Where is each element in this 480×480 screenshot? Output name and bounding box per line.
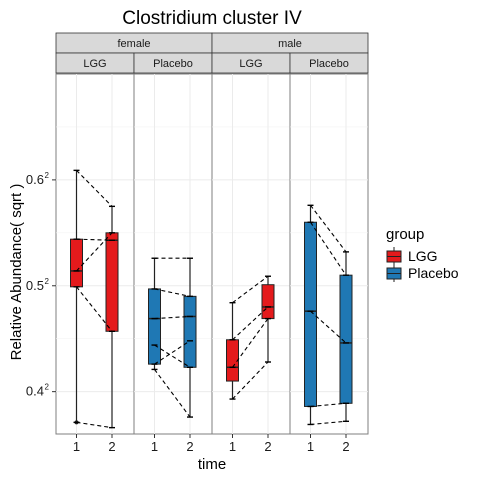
x-tick-label: 2	[264, 439, 271, 454]
panel-background	[133, 73, 213, 435]
box-iqr	[304, 221, 317, 407]
legend-label-Placebo: Placebo	[408, 265, 459, 281]
y-axis: 0.4 20.5 20.6 2	[26, 171, 56, 399]
paired-line	[310, 402, 347, 408]
paired-line	[232, 275, 269, 304]
x-tick-label: 2	[342, 439, 349, 454]
strip-male-Placebo	[289, 52, 369, 74]
paired-line	[310, 420, 347, 426]
paired-lines	[307, 204, 349, 426]
paired-line	[232, 361, 269, 400]
box-iqr	[226, 339, 239, 382]
y-tick-label: 0.6	[26, 172, 44, 187]
x-tick-label: 2	[186, 439, 193, 454]
box-iqr	[105, 232, 119, 332]
x-tick-label: 2	[108, 439, 115, 454]
paired-line	[76, 286, 113, 332]
y-tick-label: 0.5	[26, 278, 44, 293]
x-axis-title: time	[198, 456, 226, 473]
facet-panels: female male LGG Placebo LGG Placebo	[55, 32, 369, 435]
y-tick-exponent: 2	[45, 383, 50, 392]
strip-label-LGG: LGG	[83, 58, 106, 70]
strip-label-Placebo: Placebo	[309, 58, 349, 70]
strip-label-LGG: LGG	[239, 58, 262, 70]
strip-label-Placebo: Placebo	[153, 58, 193, 70]
x-axis: 1 2 1 2 1 2 1 2	[73, 434, 350, 454]
paired-lines	[73, 169, 115, 429]
y-tick-exponent: 2	[45, 277, 50, 286]
box-iqr	[148, 288, 161, 365]
x-tick-label: 1	[307, 439, 314, 454]
paired-line	[232, 306, 269, 341]
y-tick-exponent: 2	[45, 171, 50, 180]
box-male-Placebo-t2	[339, 251, 353, 422]
paired-line	[154, 315, 191, 320]
x-tick-label: 1	[73, 439, 80, 454]
paired-line	[310, 310, 347, 344]
paired-line	[154, 288, 191, 297]
paired-line	[76, 169, 113, 207]
box-iqr	[261, 284, 275, 320]
panel-background	[289, 73, 369, 435]
paired-lines	[151, 257, 193, 418]
paired-line	[154, 340, 191, 365]
panel-background	[55, 73, 135, 435]
paired-lines	[229, 275, 271, 400]
box-iqr	[183, 295, 197, 368]
chart-title: Clostridium cluster IV	[122, 8, 302, 29]
paired-line	[232, 318, 269, 368]
paired-line	[310, 204, 347, 253]
box-iqr	[70, 238, 83, 288]
paired-line	[76, 238, 113, 241]
legend-title: group	[386, 226, 424, 243]
panel-background	[211, 73, 291, 435]
paired-line	[76, 232, 113, 272]
legend-key-Placebo	[386, 264, 402, 282]
y-tick-label: 0.4	[26, 384, 44, 399]
gridlines	[212, 74, 290, 434]
legend-key-LGG	[386, 247, 402, 265]
x-tick-label: 1	[229, 439, 236, 454]
y-axis-title: Relative Abundance( sqrt )	[8, 184, 25, 361]
paired-line	[154, 369, 191, 418]
strip-label-male: male	[278, 38, 302, 50]
paired-line	[310, 221, 347, 276]
x-tick-label: 1	[151, 439, 158, 454]
legend-label-LGG: LGG	[408, 248, 438, 264]
strip-label-female: female	[117, 38, 150, 50]
paired-line	[76, 421, 113, 429]
box-male-Placebo-t1	[304, 205, 317, 425]
